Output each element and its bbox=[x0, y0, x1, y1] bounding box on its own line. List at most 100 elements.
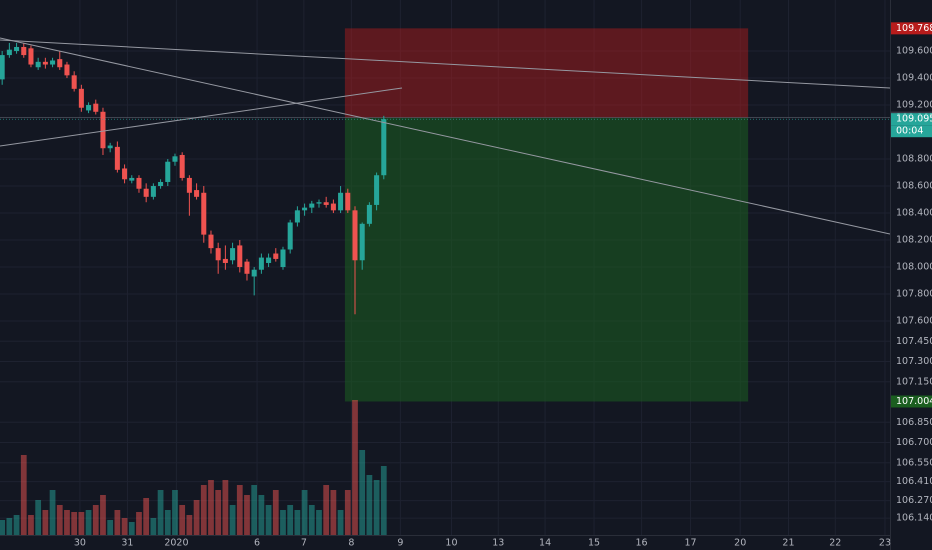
volume-bar bbox=[143, 498, 150, 535]
volume-bar bbox=[136, 512, 142, 535]
volume-bar bbox=[28, 515, 34, 535]
x-tick-label: 6 bbox=[254, 538, 260, 549]
candle-body bbox=[230, 248, 236, 261]
trend-lines[interactable] bbox=[0, 37, 891, 235]
candle-body bbox=[374, 175, 380, 205]
volume-bar bbox=[164, 510, 171, 535]
x-tick-label: 10 bbox=[445, 538, 457, 549]
y-tick-label: 108.000 bbox=[896, 262, 932, 273]
x-tick-label: 14 bbox=[539, 538, 551, 549]
y-tick-label: 106.270 bbox=[896, 495, 932, 506]
candle-body bbox=[64, 64, 70, 76]
x-tick-label: 17 bbox=[684, 538, 696, 549]
volume-bar bbox=[208, 480, 214, 535]
volume-bar bbox=[244, 495, 250, 535]
target-zone bbox=[344, 117, 749, 402]
candle-body bbox=[93, 103, 99, 112]
trend-line[interactable] bbox=[0, 39, 891, 89]
x-tick-label: 20 bbox=[734, 538, 746, 549]
volume-bar bbox=[280, 510, 286, 535]
volume-bar bbox=[229, 505, 236, 535]
volume-bar bbox=[359, 450, 366, 535]
volume-bar bbox=[323, 485, 330, 535]
volume-bar bbox=[49, 490, 56, 535]
volume-bar bbox=[92, 505, 99, 535]
volume-bar bbox=[366, 475, 373, 535]
volume-bar bbox=[56, 505, 63, 535]
volume-bar bbox=[64, 510, 70, 535]
y-tick-label: 106.140 bbox=[896, 513, 932, 524]
candle-body bbox=[345, 192, 351, 211]
x-tick-label: 13 bbox=[492, 538, 504, 549]
candle-body bbox=[28, 48, 34, 65]
y-tick-label: 108.400 bbox=[896, 208, 932, 219]
y-tick-label: 107.300 bbox=[896, 356, 932, 367]
volume-bar bbox=[330, 490, 337, 535]
candle-body bbox=[237, 245, 243, 268]
volume-bar bbox=[200, 485, 207, 535]
volume-bar bbox=[308, 505, 315, 535]
y-tick-label: 108.800 bbox=[896, 154, 932, 165]
candle-body bbox=[273, 253, 279, 259]
candle-body bbox=[323, 202, 329, 205]
volume-bar bbox=[100, 495, 106, 535]
volume-bar bbox=[71, 512, 78, 535]
x-tick-label: 30 bbox=[74, 538, 86, 549]
candle-body bbox=[122, 168, 128, 180]
candle-body bbox=[186, 177, 192, 193]
stop-label: 109.768 bbox=[896, 23, 932, 34]
candle-body bbox=[107, 145, 113, 149]
candle-body bbox=[381, 119, 387, 176]
candle-body bbox=[251, 269, 257, 277]
last-price-label: 109.095 bbox=[896, 114, 932, 125]
volume-bar bbox=[287, 505, 294, 535]
candle-body bbox=[143, 188, 149, 197]
y-tick-label: 109.200 bbox=[896, 100, 932, 111]
candle-body bbox=[244, 261, 250, 274]
volume-bar bbox=[179, 505, 186, 535]
last-price-label-bg bbox=[891, 113, 932, 126]
volume-bar bbox=[20, 455, 27, 535]
y-tick-label: 109.600 bbox=[896, 46, 932, 57]
x-tick-label: 9 bbox=[397, 538, 403, 549]
candle-body bbox=[86, 105, 92, 111]
position-tool[interactable] bbox=[0, 28, 890, 402]
candle-body bbox=[294, 210, 300, 223]
volume-bar bbox=[272, 490, 279, 535]
trend-line[interactable] bbox=[0, 37, 891, 235]
volume-bar bbox=[301, 490, 308, 535]
x-tick-label: 21 bbox=[782, 538, 794, 549]
x-tick-label: 23 bbox=[879, 538, 891, 549]
volume-bar bbox=[337, 510, 344, 535]
x-tick-label: 16 bbox=[636, 538, 648, 549]
candle-body bbox=[50, 60, 56, 65]
volume-bar bbox=[251, 485, 258, 535]
y-tick-label: 106.550 bbox=[896, 457, 932, 468]
candle-body bbox=[330, 203, 336, 211]
volume-bar bbox=[6, 518, 13, 535]
candle-body bbox=[302, 207, 308, 211]
x-tick-label: 22 bbox=[829, 538, 841, 549]
candle-body bbox=[366, 204, 372, 224]
volume-bar bbox=[0, 520, 6, 535]
candle-body bbox=[280, 249, 286, 268]
candle-body bbox=[194, 190, 200, 197]
trend-line[interactable] bbox=[0, 87, 403, 147]
candle-body bbox=[150, 186, 156, 197]
candle-body bbox=[158, 181, 164, 187]
volume-bar bbox=[316, 510, 322, 535]
volume-bar bbox=[265, 505, 272, 535]
volume-bar bbox=[373, 480, 380, 535]
volume-bar bbox=[352, 400, 358, 535]
volume-bar bbox=[150, 518, 157, 535]
y-tick-label: 107.450 bbox=[896, 336, 932, 347]
candle-body bbox=[35, 61, 41, 68]
x-tick-label: 7 bbox=[301, 538, 307, 549]
candle-body bbox=[222, 258, 228, 263]
candle-body bbox=[287, 222, 293, 250]
volume-bar bbox=[294, 510, 301, 535]
volume-bar bbox=[121, 518, 128, 535]
candle-body bbox=[215, 248, 221, 261]
volume-bar bbox=[107, 520, 114, 535]
candle-body bbox=[338, 192, 344, 211]
